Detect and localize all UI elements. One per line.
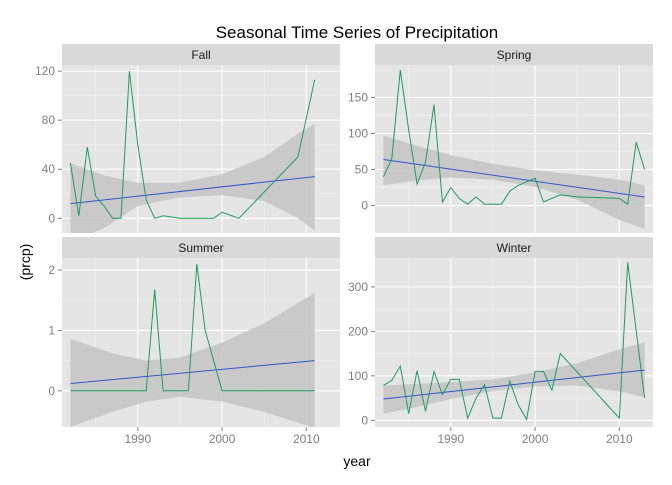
y-tick-label: 2 (48, 263, 55, 277)
trend-line (383, 158, 645, 198)
y-tick-label: 150 (348, 90, 368, 104)
y-axis-title: (prcp) (17, 244, 33, 281)
y-tick-label: 0 (361, 413, 368, 427)
series-line (382, 69, 646, 206)
y-tick-label: 0 (361, 199, 368, 213)
facet-strip-label: Fall (191, 48, 210, 62)
facet-strip (375, 44, 653, 65)
x-tick-label: 1990 (437, 432, 464, 446)
y-tick-label: 100 (348, 369, 368, 383)
series-line (383, 262, 646, 421)
facet-panel-spring: Spring 0 50 100 150 (348, 44, 653, 233)
trend-line (70, 360, 315, 385)
y-tick-label: 100 (348, 126, 368, 140)
y-tick-label: 300 (348, 280, 368, 294)
y-tick-label: 120 (35, 64, 55, 78)
facet-strip (375, 237, 653, 258)
panel-plot-area (382, 69, 646, 229)
facet-strip-label: Spring (497, 48, 532, 62)
y-tick-label: 0 (48, 211, 55, 225)
facet-panel-summer: Summer 0 1 2 1990 2000 2010 (48, 237, 340, 446)
trend-line (70, 176, 315, 205)
facet-strip (62, 237, 340, 258)
x-tick-label: 1990 (124, 432, 151, 446)
x-tick-label: 2010 (606, 432, 633, 446)
panel-plot-area (69, 71, 316, 233)
series-line (70, 263, 315, 392)
confidence-band (383, 135, 645, 229)
y-tick-label: 0 (48, 384, 55, 398)
y-tick-label: 80 (42, 113, 56, 127)
x-tick-label: 2010 (293, 432, 320, 446)
confidence-band (383, 342, 645, 414)
x-axis-title: year (343, 453, 371, 469)
y-tick-label: 1 (48, 323, 55, 337)
panel-plot-area (70, 263, 315, 427)
facet-strip-label: Winter (497, 241, 532, 255)
trend-line (383, 369, 645, 400)
x-tick-label: 2000 (209, 432, 236, 446)
y-tick-label: 50 (355, 163, 369, 177)
chart-title: Seasonal Time Series of Precipitation (216, 23, 499, 42)
panel-plot-area (383, 262, 646, 421)
facet-panels: Fall 0 40 80 120 Spring 0 50 100 150 Summer 0 1 2 1990… (35, 44, 653, 446)
facet-panel-fall: Fall 0 40 80 120 (35, 44, 340, 233)
confidence-band (70, 293, 315, 427)
facet-strip-label: Summer (178, 241, 223, 255)
facet-strip (62, 44, 340, 65)
x-tick-label: 2000 (522, 432, 549, 446)
confidence-band (70, 123, 315, 233)
y-tick-label: 40 (42, 162, 56, 176)
y-tick-label: 200 (348, 324, 368, 338)
facet-panel-winter: Winter 0 100 200 300 1990 2000 2010 (348, 237, 653, 446)
series-line (69, 71, 316, 219)
